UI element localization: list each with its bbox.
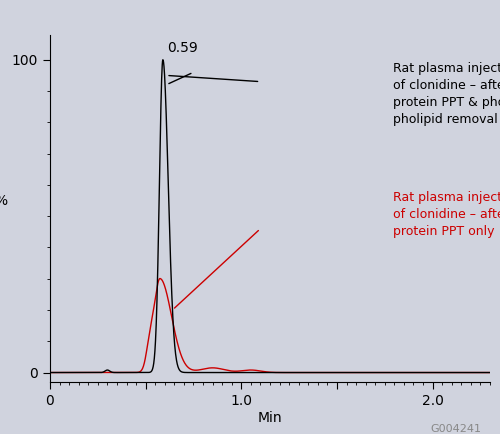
- Text: Rat plasma injection
of clonidine – after
protein PPT only: Rat plasma injection of clonidine – afte…: [393, 191, 500, 238]
- Text: Rat plasma injection
of clonidine – after
protein PPT & phos-
pholipid removal: Rat plasma injection of clonidine – afte…: [393, 62, 500, 126]
- Text: 0.59: 0.59: [166, 41, 198, 55]
- Text: G004241: G004241: [430, 424, 481, 434]
- Y-axis label: %: %: [0, 194, 8, 208]
- X-axis label: Min: Min: [258, 411, 282, 424]
